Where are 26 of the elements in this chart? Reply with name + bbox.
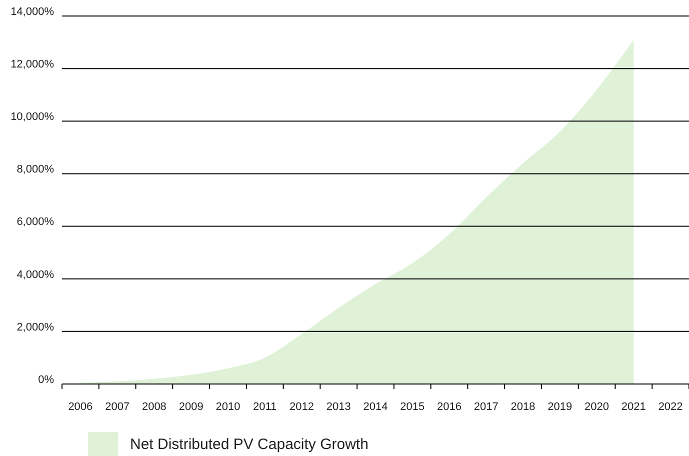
x-tick-label: 2015	[400, 401, 425, 413]
y-tick-label: 8,000%	[16, 164, 54, 176]
y-tick-label: 14,000%	[10, 6, 54, 18]
y-tick-label: 12,000%	[10, 58, 54, 70]
x-tick-label: 2022	[658, 401, 683, 413]
x-tick-label: 2010	[216, 401, 240, 413]
x-tick-label: 2014	[363, 401, 388, 413]
x-tick-label: 2006	[68, 401, 93, 413]
x-tick-label: 2007	[105, 401, 130, 413]
y-tick-label: 6,000%	[16, 216, 54, 228]
y-tick-label: 0%	[38, 374, 54, 386]
x-tick-label: 2017	[474, 401, 498, 413]
y-tick-label: 10,000%	[10, 111, 54, 124]
x-tick-label: 2008	[142, 401, 166, 413]
x-tick-label: 2009	[178, 401, 204, 413]
x-tick-label: 2011	[253, 401, 277, 413]
x-tick-label: 2012	[289, 401, 314, 413]
x-tick-label: 2019	[548, 401, 572, 413]
y-tick-label: 4,000%	[16, 268, 54, 281]
y-tick-label: 2,000%	[16, 321, 54, 334]
x-tick-label: 2018	[510, 401, 536, 413]
x-tick-label: 2013	[326, 401, 351, 413]
legend-label: Net Distributed PV Capacity Growth	[130, 436, 368, 453]
x-tick-label: 2016	[437, 401, 462, 413]
x-tick-label: 2020	[584, 401, 610, 413]
x-tick-label: 2021	[621, 401, 646, 413]
